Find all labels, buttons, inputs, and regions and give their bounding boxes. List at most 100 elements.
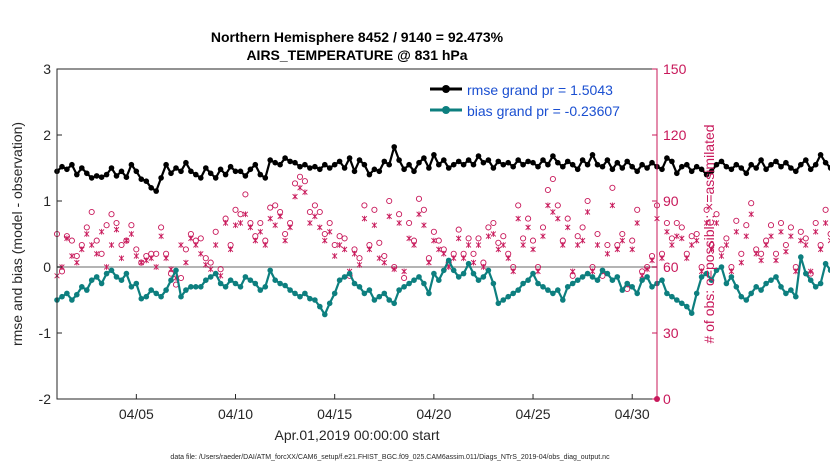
obs-possible-point [772, 250, 780, 257]
obs-assimilated-point [485, 233, 492, 240]
right-tick-label: 150 [663, 61, 687, 77]
rmse-point [465, 157, 472, 163]
obs-possible-point [455, 226, 462, 233]
obs-possible-point [361, 202, 368, 209]
rmse-point [515, 157, 521, 163]
rmse-point [470, 161, 477, 168]
obs-possible-point [232, 206, 239, 213]
rmse-point [222, 171, 229, 178]
obs-possible-point [217, 266, 224, 273]
bias-point [153, 290, 159, 297]
bias-point [421, 280, 427, 287]
bias-point [376, 293, 383, 300]
rmse-point [217, 166, 224, 173]
obs-assimilated-point [93, 250, 100, 257]
bias-series [54, 254, 830, 318]
obs-possible-point [485, 224, 492, 231]
obs-assimilated-point [713, 220, 720, 226]
obs-assimilated-point [698, 268, 705, 275]
bias-point [698, 274, 705, 280]
rmse-line [56, 145, 830, 193]
rmse-point [778, 163, 784, 170]
obs-assimilated-point [406, 235, 412, 242]
bias-point [778, 284, 784, 290]
bias-point [555, 287, 561, 293]
obs-assimilated-point [227, 246, 234, 253]
rmse-point [207, 170, 214, 177]
obs-assimilated-point [257, 228, 264, 235]
bias-point [88, 277, 95, 284]
obs-assimilated-point [302, 189, 308, 196]
obs-assimilated-point [629, 246, 635, 253]
bias-point [594, 277, 601, 284]
bias-point [307, 295, 313, 302]
bias-point [535, 280, 541, 287]
bias-point [98, 280, 105, 287]
obs-possible-point [133, 246, 140, 253]
bias-point [520, 280, 526, 287]
obs-assimilated-point [545, 202, 551, 209]
obs-assimilated-point [287, 224, 293, 231]
obs-possible-point [237, 211, 244, 218]
rmse-point [783, 159, 789, 166]
legend: rmse grand pr = 1.5043 bias grand pr = -… [422, 77, 648, 119]
left-tick-label: -2 [39, 391, 52, 407]
bias-point [336, 277, 343, 284]
obs-possible-point [103, 222, 110, 229]
rmse-point [148, 185, 154, 191]
bias-point [629, 284, 635, 290]
rmse-point [69, 161, 75, 168]
bias-point [232, 280, 239, 287]
obs-possible-point [108, 211, 115, 218]
obs-assimilated-point [822, 220, 829, 226]
rmse-point [277, 161, 283, 168]
obs-possible-point [787, 224, 794, 231]
obs-possible-point [306, 208, 313, 216]
obs-assimilated-point [723, 242, 730, 248]
rmse-point [445, 165, 452, 171]
rmse-point [88, 175, 95, 181]
obs-possible-point [406, 219, 413, 227]
rmse-point [669, 158, 675, 165]
obs-assimilated-point [217, 272, 224, 279]
rmse-point [530, 159, 536, 166]
bias-point [644, 274, 650, 280]
obs-assimilated-point [684, 255, 690, 262]
rmse-point [520, 161, 526, 168]
obs-possible-point [356, 255, 363, 262]
rmse-point [118, 168, 125, 175]
obs-possible-point [688, 233, 695, 240]
rmse-point [322, 161, 328, 168]
obs-possible-point [242, 191, 249, 198]
rmse-point [361, 161, 368, 168]
rmse-point [748, 161, 754, 168]
legend-rmse-label: rmse grand pr = 1.5043 [467, 82, 613, 98]
obs-possible-point [83, 224, 90, 231]
bias-point [634, 290, 640, 297]
bias-point [406, 280, 412, 287]
obs-assimilated-point [84, 231, 90, 237]
obs-possible-point [396, 211, 403, 218]
rmse-point [401, 166, 407, 173]
obs-assimilated-point [356, 261, 363, 268]
rmse-point [564, 158, 571, 165]
x-axis-label: Apr.01,2019 00:00:00 start [274, 427, 439, 443]
rmse-point [490, 165, 497, 171]
obs-possible-point [316, 208, 323, 216]
rmse-point [664, 155, 670, 161]
obs-assimilated-point [307, 220, 313, 226]
obs-assimilated-point [426, 259, 432, 266]
rmse-point [317, 166, 323, 173]
bias-point [322, 311, 328, 318]
obs-assimilated-point [649, 257, 655, 264]
bias-point [252, 280, 259, 287]
bias-point [133, 280, 140, 287]
bias-point [173, 267, 179, 274]
obs-assimilated-point [222, 220, 229, 226]
bias-point [659, 277, 665, 284]
rmse-point [168, 170, 174, 177]
right-tick-label: 60 [663, 259, 679, 275]
plot-area [57, 69, 657, 399]
bias-point [188, 284, 194, 290]
x-tick-label: 04/10 [218, 406, 253, 422]
